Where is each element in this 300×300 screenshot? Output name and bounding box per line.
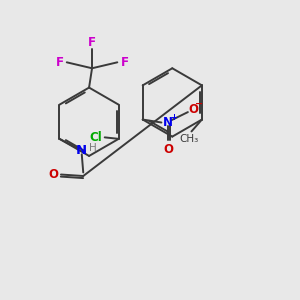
- Text: O: O: [49, 168, 58, 181]
- Text: H: H: [89, 143, 97, 153]
- Text: N: N: [76, 144, 87, 157]
- Text: F: F: [120, 56, 128, 69]
- Text: CH₃: CH₃: [179, 134, 198, 144]
- Text: F: F: [88, 36, 96, 49]
- Text: +: +: [170, 113, 177, 122]
- Text: F: F: [56, 56, 64, 69]
- Text: Cl: Cl: [89, 131, 102, 144]
- Text: −: −: [195, 99, 203, 109]
- Text: O: O: [189, 103, 199, 116]
- Text: O: O: [163, 143, 173, 156]
- Text: N: N: [163, 116, 173, 129]
